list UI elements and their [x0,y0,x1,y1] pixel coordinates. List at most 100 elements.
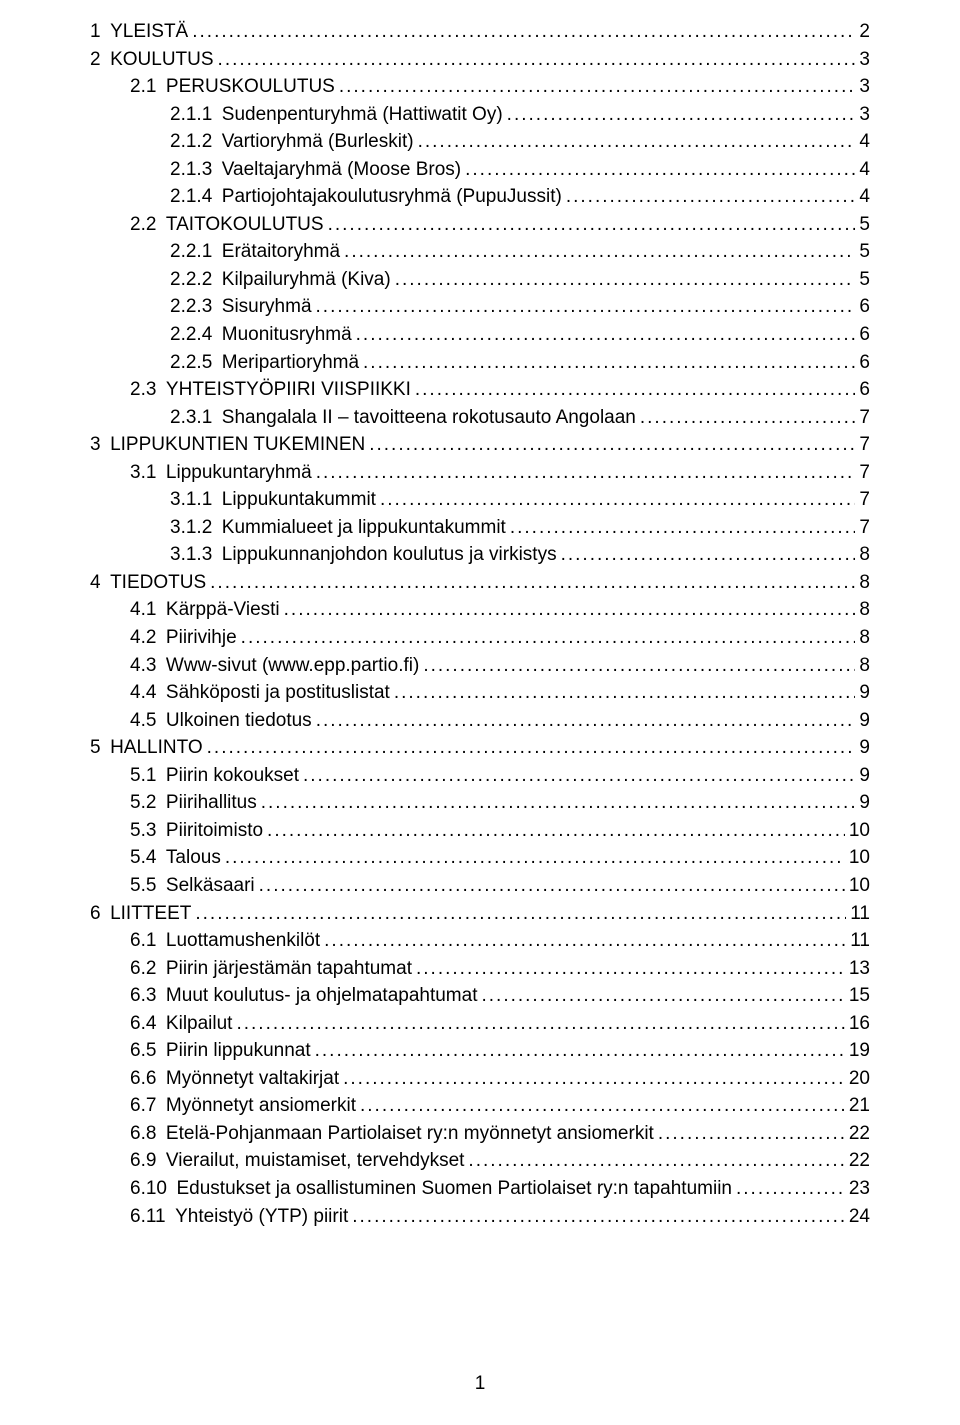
toc-entry[interactable]: 2KOULUTUS3 [90,46,870,74]
toc-entry[interactable]: 5.2Piirihallitus9 [90,789,870,817]
toc-entry[interactable]: 2.1.3Vaeltajaryhmä (Moose Bros)4 [90,156,870,184]
toc-entry-number: 2.3.1 [90,404,212,432]
toc-entry[interactable]: 5.5Selkäsaari10 [90,872,870,900]
toc-entry[interactable]: 6.8Etelä-Pohjanmaan Partiolaiset ry:n my… [90,1120,870,1148]
toc-entry[interactable]: 2.2.1Erätaitoryhmä5 [90,238,870,266]
toc-entry-page: 9 [859,734,870,762]
toc-entry[interactable]: 6.9Vierailut, muistamiset, tervehdykset2… [90,1147,870,1175]
toc-leader-dots [363,349,855,377]
toc-entry[interactable]: 2.3.1Shangalala II – tavoitteena rokotus… [90,404,870,432]
toc-entry[interactable]: 4.2Piirivihje8 [90,624,870,652]
toc-entry-title: Vartioryhmä (Burleskit) [222,128,414,156]
toc-leader-dots [207,734,856,762]
toc-leader-dots [316,707,856,735]
page-number: 1 [0,1373,960,1395]
toc-entry-number: 2.2.1 [90,238,212,266]
toc-entry[interactable]: 2.2.3Sisuryhmä6 [90,293,870,321]
toc-entry[interactable]: 6.11Yhteistyö (YTP) piirit24 [90,1203,870,1231]
toc-entry[interactable]: 1YLEISTÄ2 [90,18,870,46]
toc-entry[interactable]: 5.3Piiritoimisto10 [90,817,870,845]
toc-entry[interactable]: 5.4Talous10 [90,844,870,872]
toc-entry[interactable]: 6.7Myönnetyt ansiomerkit21 [90,1092,870,1120]
toc-entry-page: 3 [859,101,870,129]
toc-entry-page: 23 [849,1175,870,1203]
toc-entry-number: 1 [90,18,101,46]
toc-entry[interactable]: 6.5Piirin lippukunnat19 [90,1037,870,1065]
toc-entry[interactable]: 2.1.1Sudenpenturyhmä (Hattiwatit Oy)3 [90,101,870,129]
toc-entry[interactable]: 3.1.2Kummialueet ja lippukuntakummit7 [90,514,870,542]
toc-leader-dots [218,46,856,74]
toc-entry-page: 7 [859,404,870,432]
toc-leader-dots [316,293,856,321]
toc-entry[interactable]: 6.2Piirin järjestämän tapahtumat13 [90,955,870,983]
toc-entry-title: Yhteistyö (YTP) piirit [175,1203,348,1231]
toc-entry-title: Erätaitoryhmä [222,238,340,266]
toc-leader-dots [259,872,845,900]
toc-entry-page: 22 [849,1120,870,1148]
toc-entry[interactable]: 2.2TAITOKOULUTUS5 [90,211,870,239]
toc-entry-page: 5 [859,211,870,239]
toc-entry-number: 4.3 [90,652,156,680]
toc-leader-dots [481,982,844,1010]
toc-entry[interactable]: 4.1Kärppä-Viesti8 [90,596,870,624]
toc-entry[interactable]: 6.1Luottamushenkilöt11 [90,927,870,955]
toc-entry-title: Kilpailut [166,1010,233,1038]
toc-entry-title: YLEISTÄ [110,18,188,46]
toc-entry-page: 10 [849,872,870,900]
toc-entry[interactable]: 6.3Muut koulutus- ja ohjelmatapahtumat15 [90,982,870,1010]
toc-entry[interactable]: 6.4Kilpailut16 [90,1010,870,1038]
toc-leader-dots [423,652,855,680]
toc-entry[interactable]: 2.2.2Kilpailuryhmä (Kiva)5 [90,266,870,294]
toc-entry[interactable]: 5HALLINTO9 [90,734,870,762]
toc-entry[interactable]: 3.1.1Lippukuntakummit7 [90,486,870,514]
toc-entry[interactable]: 5.1Piirin kokoukset9 [90,762,870,790]
toc-entry-title: YHTEISTYÖPIIRI VIISPIIKKI [166,376,411,404]
toc-entry-number: 4.5 [90,707,156,735]
toc-entry-page: 7 [859,459,870,487]
toc-leader-dots [658,1120,845,1148]
toc-entry-page: 7 [859,431,870,459]
toc-entry[interactable]: 2.2.4Muonitusryhmä6 [90,321,870,349]
toc-entry-number: 6.4 [90,1010,156,1038]
toc-entry[interactable]: 4.3Www-sivut (www.epp.partio.fi)8 [90,652,870,680]
toc-entry-number: 6.11 [90,1203,166,1231]
toc-leader-dots [352,1203,845,1231]
toc-entry-number: 2.1.1 [90,101,212,129]
toc-entry[interactable]: 2.1PERUSKOULUTUS3 [90,73,870,101]
toc-entry[interactable]: 4.4Sähköposti ja postituslistat9 [90,679,870,707]
toc-entry-number: 5.2 [90,789,156,817]
toc-entry-title: Etelä-Pohjanmaan Partiolaiset ry:n myönn… [166,1120,654,1148]
toc-entry-title: Selkäsaari [166,872,255,900]
toc-entry-number: 4 [90,569,101,597]
toc-entry[interactable]: 4TIEDOTUS8 [90,569,870,597]
toc-entry-page: 6 [859,293,870,321]
toc-leader-dots [315,1037,845,1065]
toc-entry-number: 2.1.2 [90,128,212,156]
toc-leader-dots [267,817,845,845]
toc-entry[interactable]: 3.1.3Lippukunnanjohdon koulutus ja virki… [90,541,870,569]
toc-leader-dots [303,762,855,790]
toc-entry[interactable]: 2.1.4Partiojohtajakoulutusryhmä (PupuJus… [90,183,870,211]
toc-entry[interactable]: 2.1.2Vartioryhmä (Burleskit)4 [90,128,870,156]
toc-entry[interactable]: 2.2.5Meripartioryhmä6 [90,349,870,377]
toc-entry[interactable]: 3LIPPUKUNTIEN TUKEMINEN7 [90,431,870,459]
toc-entry-number: 6.3 [90,982,156,1010]
toc-entry-page: 13 [849,955,870,983]
toc-leader-dots [225,844,845,872]
toc-entry-title: Luottamushenkilöt [166,927,320,955]
toc-entry[interactable]: 6LIITTEET11 [90,900,870,928]
toc-entry[interactable]: 6.6Myönnetyt valtakirjat20 [90,1065,870,1093]
toc-entry[interactable]: 3.1Lippukuntaryhmä7 [90,459,870,487]
toc-leader-dots [261,789,856,817]
toc-entry-title: Edustukset ja osallistuminen Suomen Part… [176,1175,732,1203]
toc-entry[interactable]: 2.3YHTEISTYÖPIIRI VIISPIIKKI6 [90,376,870,404]
toc-entry-page: 6 [859,349,870,377]
toc-entry[interactable]: 6.10Edustukset ja osallistuminen Suomen … [90,1175,870,1203]
toc-entry-number: 2.1.3 [90,156,212,184]
toc-entry-title: Talous [166,844,221,872]
toc-entry[interactable]: 4.5Ulkoinen tiedotus9 [90,707,870,735]
toc-entry-number: 2.2.4 [90,321,212,349]
toc-entry-title: KOULUTUS [110,46,213,74]
toc-entry-number: 2.2.2 [90,266,212,294]
toc-leader-dots [360,1092,845,1120]
